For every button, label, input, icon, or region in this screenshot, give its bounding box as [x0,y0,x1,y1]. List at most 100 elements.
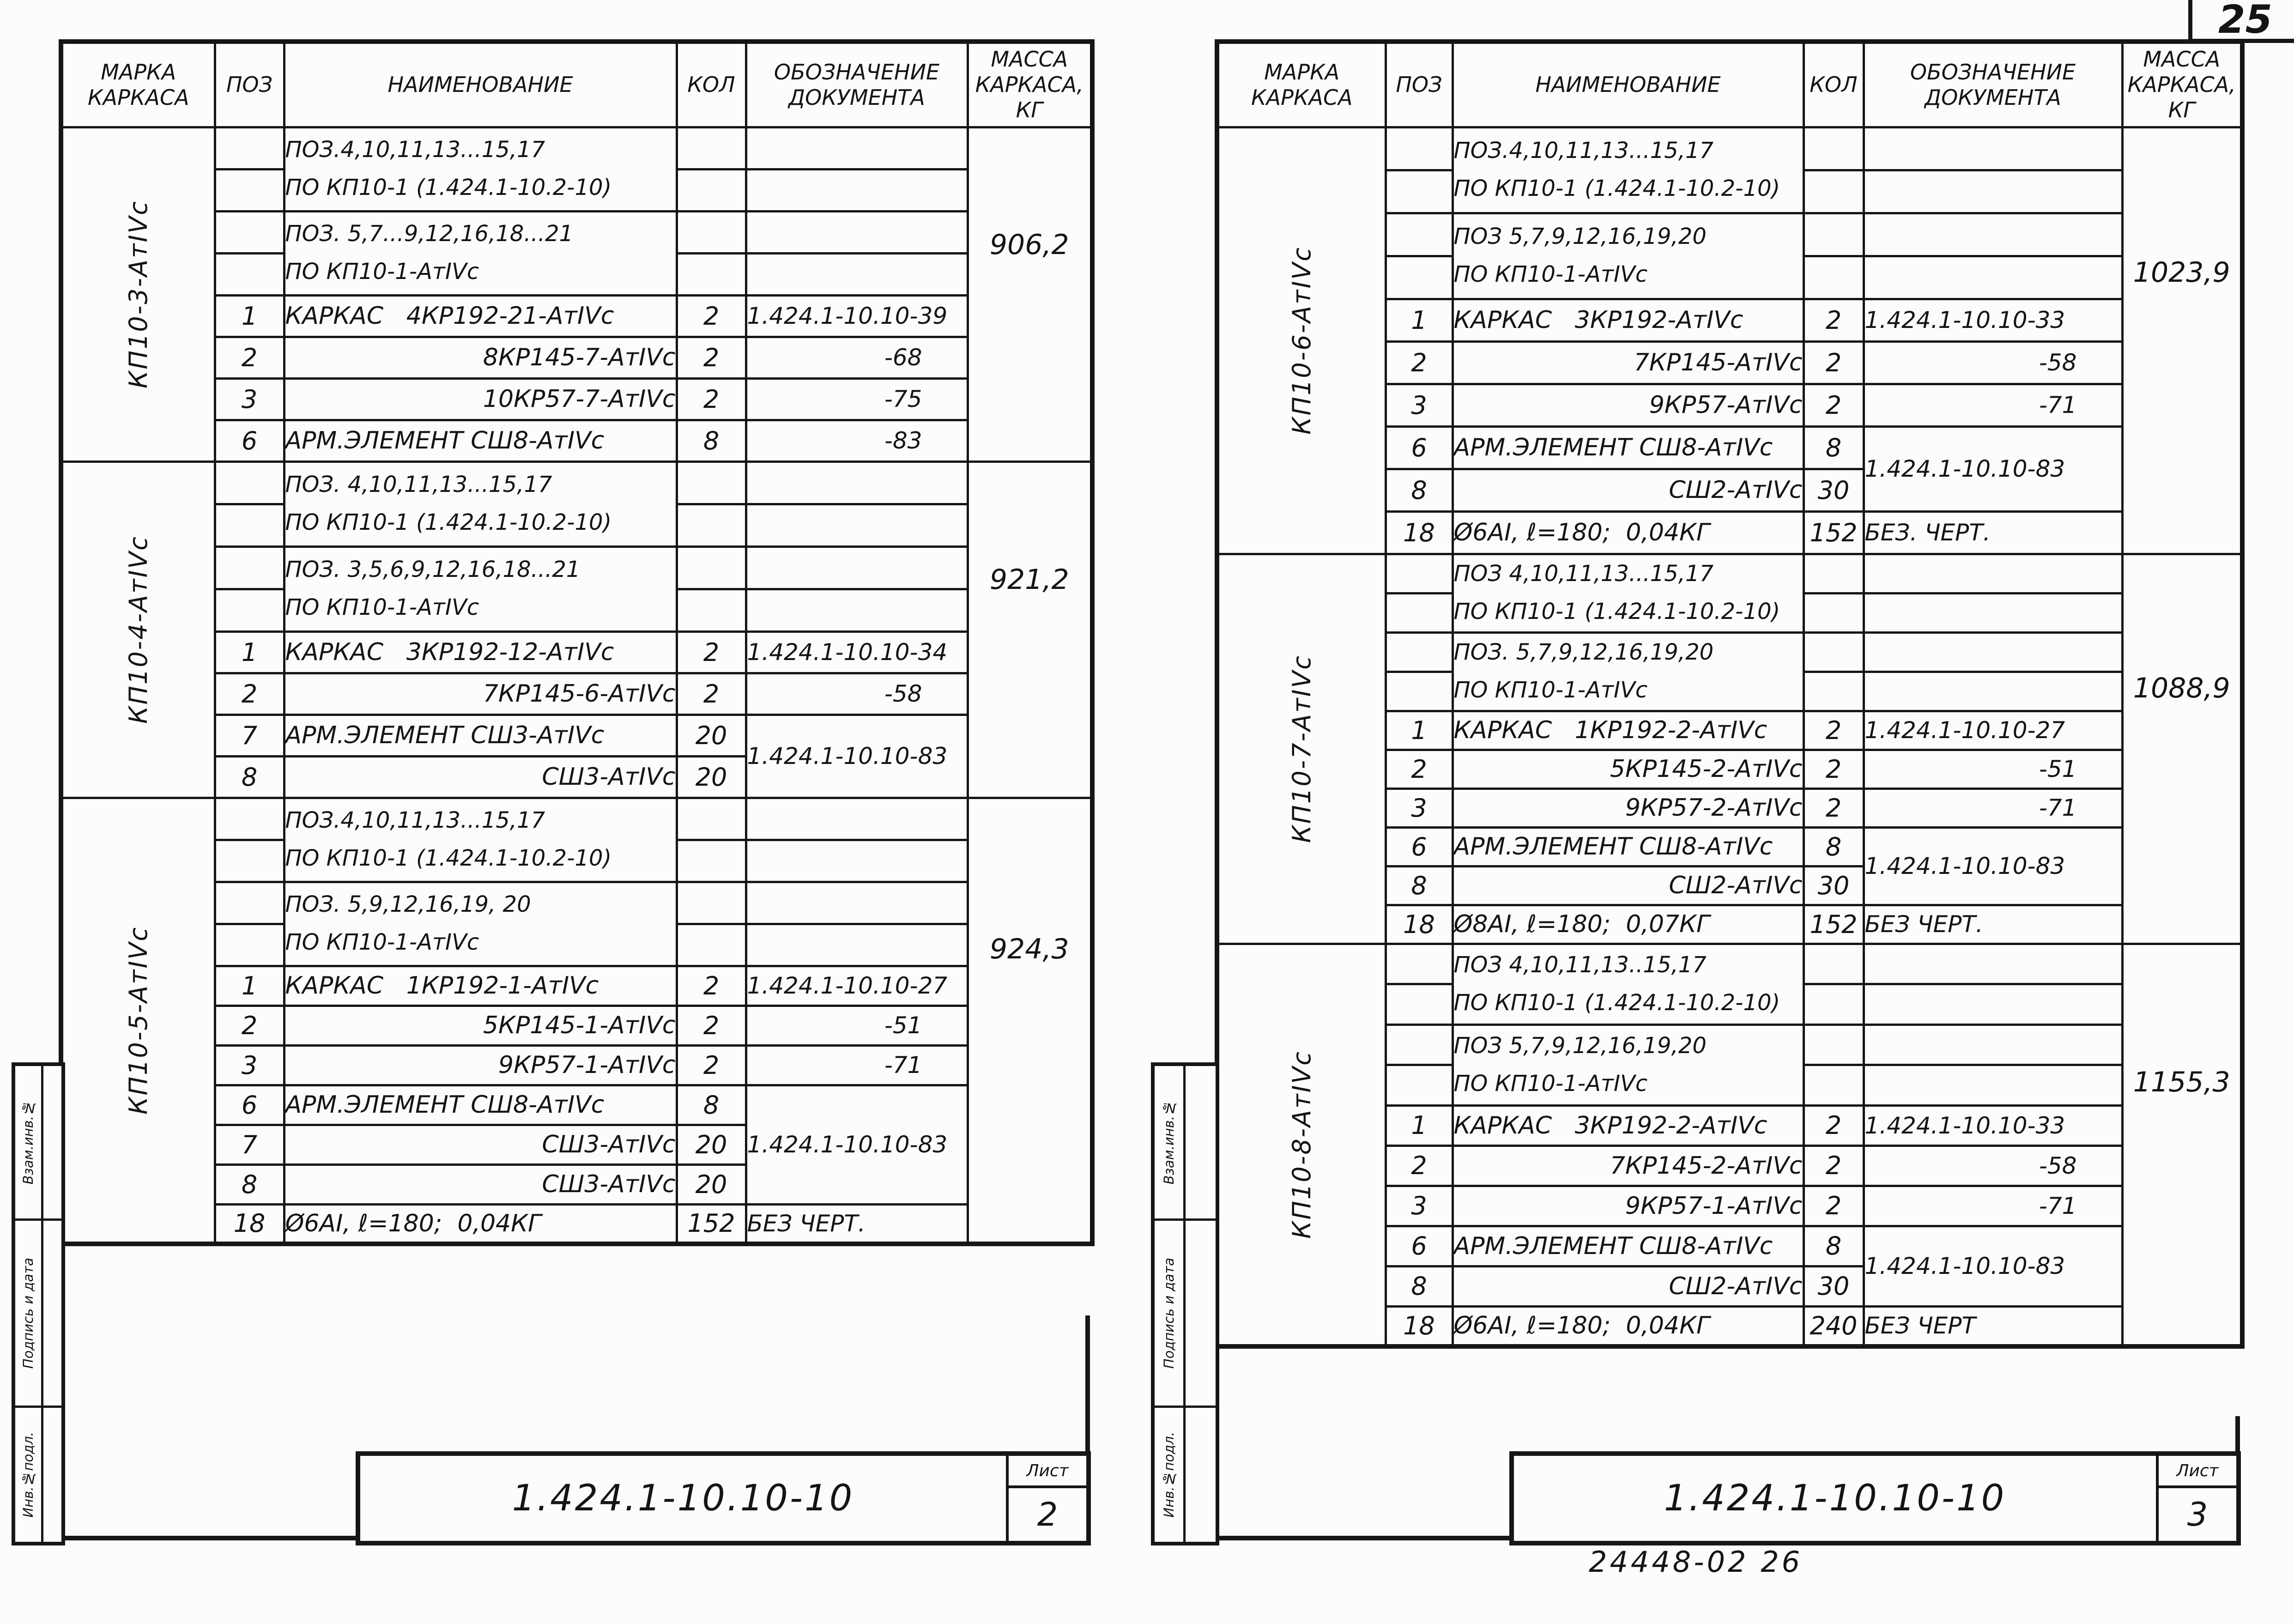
item-row: 3 9КР57-1-АтIVс 2 -71 [1217,1184,2242,1227]
doc-cell: -71 [1862,787,2124,829]
column-header: НАИМЕНОВАНИЕ [1451,40,1805,128]
item-row: 2 7КР145-АтIVс 2 -58 [1217,340,2242,385]
qty-cell [675,460,747,548]
doc-cell [744,880,969,967]
note-line: ПОЗ.4,10,11,13...15,17 [285,807,545,834]
poz-cell: 3 [213,1044,285,1086]
item-row: 6 АРМ.ЭЛЕМЕНТ СШ8-АтIVс 8 -83 [61,418,1092,463]
poz-cell: 1 [1384,297,1454,343]
qty-cell: 2 [675,964,747,1007]
marka-label: КП10-5-АтIVс [124,926,153,1115]
poz-cell: 2 [213,335,285,380]
doc-cell: 1.424.1-10.10-33 [1862,297,2124,343]
qty-cell: 152 [1802,903,1865,945]
item-row: 8 СШ2-АтIVс 30 [1217,1265,2242,1308]
name-cell: 9КР57-АтIVс [1451,382,1805,428]
marka-cell: КП10-5-АтIVс [60,796,216,1245]
name-cell: 5КР145-2-АтIVс [1451,748,1805,790]
doc-cell: 1.424.1-10.10-83 [1862,425,2124,513]
stamp-box [1186,1408,1216,1542]
spec-table: МАРКА КАРКАСА ПОЗ НАИМЕНОВАНИЕ КОЛ ОБОЗНАЧЕН… [1215,39,2245,1349]
qty-cell [675,796,747,883]
note-line: ПОЗ. 3,5,6,9,12,16,18...21 [285,557,581,583]
title-block-right: 1.424.1-10.10-10 Лист 3 [1509,1451,2241,1545]
note-row: ПОЗ. 5,9,12,16,19, 20 ПО КП10-1-АтIVс [61,880,1092,967]
item-row: 3 9КР57-2-АтIVс 2 -71 [1217,787,2242,829]
header-row: МАРКА КАРКАСА ПОЗ НАИМЕНОВАНИЕ КОЛ ОБОЗНАЧЕН… [60,40,1094,128]
sheet-number: 2 [1037,1496,1058,1533]
mass-value: 1155,3 [2133,1066,2230,1098]
doc-cell: 1.424.1-10.10-83 [1862,826,2124,906]
poz-cell: 3 [1384,1184,1454,1227]
item-row: 18 Ø6АI, ℓ=180; 0,04КГ 152 БЕЗ ЧЕРТ. [61,1203,1092,1245]
qty-cell: 30 [1802,1265,1865,1308]
page-number: 25 [2218,0,2272,42]
item-row: 1 КАРКАС 1КР192-2-АтIVс 2 1.424.1-10.10-27 [1217,709,2242,751]
note-cell: ПОЗ 5,7,9,12,16,19,20 ПО КП10-1-АтIVс [1451,1023,1805,1107]
doc-cell: -71 [744,1044,969,1086]
mass-cell: 924,3 [966,796,1094,1245]
title-block-left: 1.424.1-10.10-10 Лист 2 [356,1451,1091,1545]
doc-cell [744,126,969,212]
doc-cell: -71 [1862,382,2124,428]
poz-cell [213,126,285,212]
note-row: ПОЗ. 5,7,9,12,16,19,20 ПО КП10-1-АтIVс [1217,631,2242,712]
qty-cell: 20 [675,713,747,757]
item-row: 7 СШ3-АтIVс 20 [61,1123,1092,1166]
column-header: КОЛ [675,40,747,128]
name-cell: 9КР57-1-АтIVс [1451,1184,1805,1227]
item-row: 8 СШ3-АтIVс 20 [61,755,1092,799]
name-cell: 9КР57-2-АтIVс [1451,787,1805,829]
note-line: ПО КП10-1 (1.424.1-10.2-10) [285,509,612,535]
poz-cell: 7 [213,713,285,757]
column-header: МАРКА КАРКАСА [1216,40,1387,128]
column-header: МАРКА КАРКАСА [60,40,216,128]
page-number-box: 25 [2188,0,2294,43]
note-line: ПО КП10-1 (1.424.1-10.2-10) [1453,176,1780,201]
note-cell: ПОЗ. 4,10,11,13...15,17 ПО КП10-1 (1.424.… [283,460,678,548]
item-row: 6 АРМ.ЭЛЕМЕНТ СШ8-АтIVс 8 1.424.1-10.10-83 [1217,1224,2242,1308]
qty-cell: 30 [1802,467,1865,513]
note-cell: ПОЗ.4,10,11,13...15,17 ПО КП10-1 (1.424.1… [283,796,678,883]
poz-cell [1384,942,1454,1026]
note-row: КП10-6-АтIVс ПОЗ.4,10,11,13...15,17 ПО КП1… [1216,126,2244,555]
doc-cell: -58 [1862,1144,2124,1187]
poz-cell: 8 [1384,1265,1454,1308]
header-row: МАРКА КАРКАСА ПОЗ НАИМЕНОВАНИЕ КОЛ ОБОЗНАЧЕН… [1216,40,2244,128]
note-line: ПОЗ. 4,10,11,13...15,17 [285,472,552,498]
stamp-strip-right: Взам.инв.№ Подпись и дата Инв.№подл. [1151,1062,1219,1545]
stamp-cell: Подпись и дата [1155,1221,1183,1408]
item-row: 18 Ø8АI, ℓ=180; 0,07КГ 152 БЕЗ ЧЕРТ. [1217,903,2242,945]
qty-cell [1802,942,1865,1026]
poz-cell [1384,1023,1454,1107]
qty-cell: 8 [675,418,747,463]
item-row: 2 5КР145-1-АтIVс 2 -51 [61,1004,1092,1047]
poz-cell [1384,631,1454,712]
qty-cell: 2 [1802,748,1865,790]
note-line: ПОЗ.4,10,11,13...15,17 [285,137,545,163]
qty-cell [1802,1023,1865,1107]
doc-cell: БЕЗ. ЧЕРТ. [1862,510,2124,555]
mass-value: 921,2 [989,563,1069,596]
qty-cell [675,545,747,633]
poz-cell [213,210,285,297]
stamp-labels: Взам.инв.№ Подпись и дата Инв.№подл. [1155,1066,1183,1542]
item-row: 8 СШ3-АтIVс 20 [61,1163,1092,1206]
marka-cell: КП10-3-АтIVс [60,126,216,463]
sheet-label: Лист [1009,1456,1086,1488]
name-cell: СШ3-АтIVс [283,1163,678,1206]
marka-cell: КП10-4-АтIVс [60,460,216,799]
stamp-strip-left: Взам.инв.№ Подпись и дата Инв.№подл. [12,1062,65,1545]
doc-cell: БЕЗ ЧЕРТ. [1862,903,2124,945]
mass-cell: 906,2 [966,126,1094,463]
item-row: 1 КАРКАС 3КР192-2-АтIVс 2 1.424.1-10.10-33 [1217,1104,2242,1147]
item-row: 8 СШ2-АтIVс 30 [1217,865,2242,906]
note-row: ПОЗ. 3,5,6,9,12,16,18...21 ПО КП10-1-АтIV… [61,545,1092,633]
doc-cell [1862,942,2124,1026]
name-cell: 7КР145-2-АтIVс [1451,1144,1805,1187]
item-row: 1 КАРКАС 4КР192-21-АтIVс 2 1.424.1-10.10-39 [61,294,1092,338]
qty-cell [675,880,747,967]
note-row: КП10-3-АтIVс ПОЗ.4,10,11,13...15,17 ПО КП1… [60,126,1094,463]
qty-cell: 2 [1802,340,1865,385]
doc-cell [1862,212,2124,300]
